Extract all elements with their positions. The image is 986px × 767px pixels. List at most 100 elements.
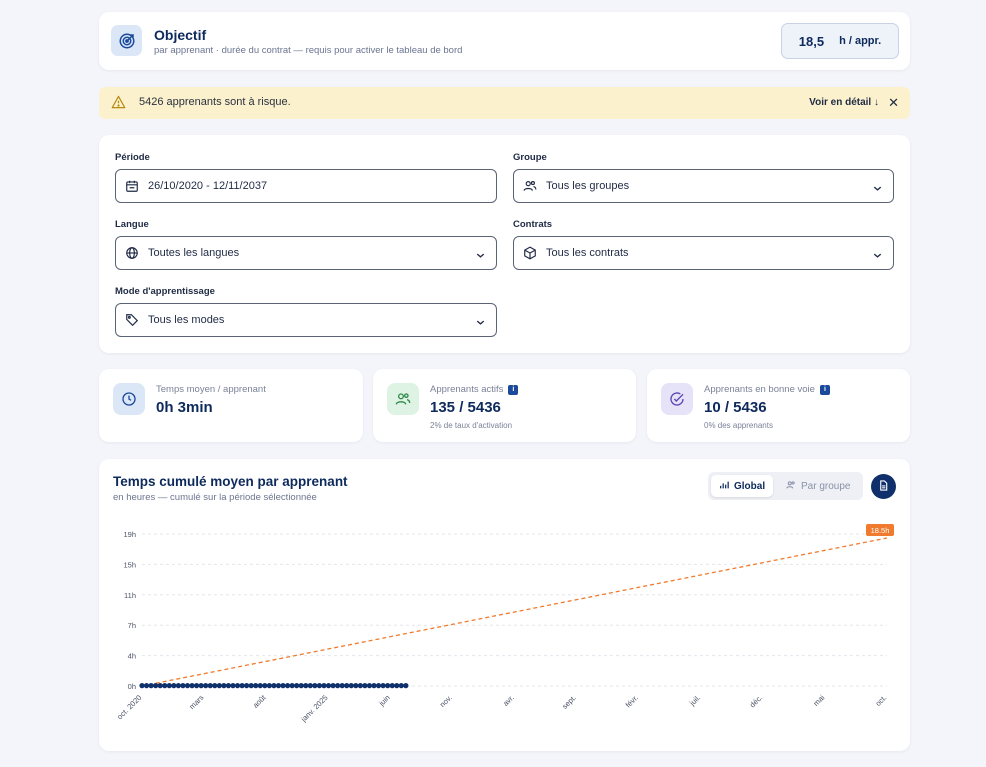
toggle-global-button[interactable]: Global	[711, 475, 774, 497]
x-tick-label: févr.	[624, 693, 640, 709]
x-tick-label: avr.	[501, 693, 516, 708]
chart-subtitle: en heures — cumulé sur la période sélect…	[113, 492, 317, 503]
data-point	[198, 683, 204, 689]
x-tick-label: août	[251, 692, 268, 709]
contracts-label: Contrats	[513, 219, 553, 230]
data-point	[353, 683, 359, 689]
close-icon[interactable]: ✕	[888, 95, 899, 110]
data-point	[248, 683, 254, 689]
data-point	[139, 683, 145, 689]
box-icon	[523, 246, 537, 265]
line-chart: 0h 4h 7h 11h 15h 19h oct. 2020 mars août janv. 20…	[115, 524, 894, 724]
info-icon[interactable]: i	[819, 384, 830, 395]
data-point	[239, 683, 245, 689]
kpi-card-on-track: Apprenants en bonne voie i 10 / 5436 0% d…	[647, 369, 910, 442]
kpi-value: 0h 3min	[156, 399, 213, 416]
document-icon	[878, 478, 889, 496]
export-button[interactable]	[871, 474, 896, 499]
target-line	[141, 537, 888, 687]
kpi-label: Apprenants actifs	[430, 384, 504, 395]
chevron-down-icon	[475, 248, 486, 266]
data-point	[284, 683, 291, 689]
contracts-select[interactable]: Tous les contrats	[513, 236, 894, 270]
objective-title: Objectif	[154, 27, 207, 43]
objective-value[interactable]: 18,5	[798, 33, 825, 49]
chevron-down-icon	[872, 248, 883, 266]
chevron-down-icon	[475, 315, 486, 333]
x-tick-label: mars	[187, 693, 205, 711]
x-tick-label: mai	[811, 693, 826, 708]
data-point	[180, 683, 186, 689]
data-point	[339, 683, 345, 689]
y-tick-label: 7h	[128, 621, 136, 630]
users-icon	[523, 179, 537, 198]
objective-input[interactable]: 18,5 h / appr.	[781, 23, 899, 59]
data-point	[289, 683, 295, 689]
data-point	[316, 683, 323, 689]
data-point	[303, 683, 309, 689]
x-tick-label: juil.	[687, 693, 702, 708]
filters-panel: Période 26/10/2020 - 12/11/2037 Groupe T…	[99, 135, 910, 353]
users-icon	[387, 383, 419, 415]
y-tick-label: 19h	[123, 530, 136, 539]
language-value: Toutes les langues	[148, 247, 240, 259]
data-point	[234, 683, 241, 689]
data-point	[403, 683, 409, 689]
data-point	[298, 683, 304, 689]
mode-value: Tous les modes	[148, 314, 225, 326]
contracts-value: Tous les contrats	[546, 247, 629, 259]
x-tick-label: oct. 2020	[115, 693, 143, 721]
group-select[interactable]: Tous les groupes	[513, 169, 894, 203]
clock-icon	[113, 383, 145, 415]
language-select[interactable]: Toutes les langues	[115, 236, 497, 270]
x-tick-label: nov.	[438, 693, 454, 709]
bar-chart-icon	[719, 480, 729, 493]
objective-card: Objectif par apprenant · durée du contra…	[99, 12, 910, 70]
target-annotation-bg	[866, 524, 894, 536]
data-point	[148, 683, 154, 689]
data-point	[157, 683, 163, 689]
data-point	[357, 683, 363, 689]
toggle-group-button[interactable]: Par groupe	[778, 475, 858, 497]
globe-icon	[125, 246, 139, 265]
x-tick-label: janv. 2025	[299, 693, 330, 724]
mode-label: Mode d'apprentissage	[115, 286, 215, 297]
data-point	[175, 683, 181, 689]
data-point	[230, 683, 236, 689]
objective-subtitle: par apprenant · durée du contrat — requi…	[154, 45, 463, 56]
data-point	[312, 683, 318, 689]
y-tick-label: 4h	[128, 652, 136, 661]
data-point	[171, 683, 177, 689]
risk-alert: 5426 apprenants sont à risque. Voir en d…	[99, 87, 910, 119]
tag-icon	[125, 313, 139, 332]
target-icon	[111, 25, 142, 56]
calendar-icon	[125, 179, 139, 198]
data-point	[398, 683, 404, 689]
data-point	[189, 683, 195, 689]
info-icon[interactable]: i	[508, 384, 519, 395]
group-label: Groupe	[513, 152, 547, 163]
alert-text: 5426 apprenants sont à risque.	[139, 96, 291, 108]
data-point	[184, 683, 191, 689]
data-point	[262, 683, 268, 689]
data-point	[275, 683, 282, 689]
language-label: Langue	[115, 219, 149, 230]
data-point	[371, 683, 377, 689]
mode-select[interactable]: Tous les modes	[115, 303, 497, 337]
data-point	[162, 683, 168, 689]
data-point	[362, 683, 368, 689]
users-icon	[786, 480, 796, 493]
data-point	[212, 683, 218, 689]
data-point	[266, 683, 272, 689]
data-point	[348, 683, 354, 689]
chart-card: Temps cumulé moyen par apprenant en heur…	[99, 459, 910, 751]
data-point	[380, 683, 386, 689]
view-details-link[interactable]: Voir en détail ↓	[809, 97, 879, 108]
chart-title: Temps cumulé moyen par apprenant	[113, 474, 348, 489]
objective-unit: h / appr.	[839, 35, 882, 47]
data-point	[153, 683, 159, 689]
kpi-subtext: 0% des apprenants	[704, 421, 773, 430]
kpi-card-avg-time: Temps moyen / apprenant 0h 3min	[99, 369, 363, 442]
period-field[interactable]: 26/10/2020 - 12/11/2037	[115, 169, 497, 203]
kpi-value: 135 / 5436	[430, 399, 501, 416]
